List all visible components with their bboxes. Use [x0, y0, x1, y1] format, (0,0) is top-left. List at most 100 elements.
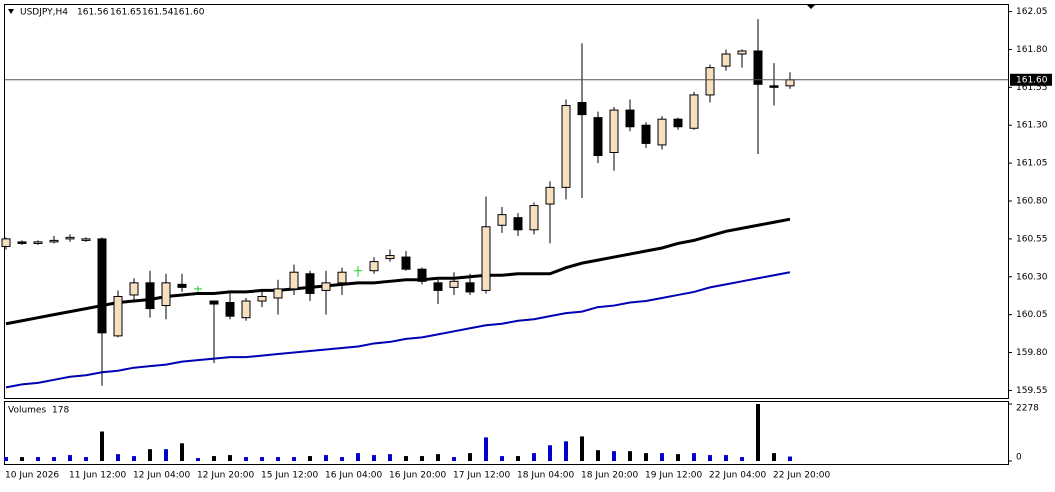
candle-body	[65, 236, 75, 240]
candle-body	[17, 241, 27, 244]
candle-body	[465, 282, 475, 293]
volume-bar	[100, 431, 104, 461]
x-tick-label: 17 Jun 12:00	[453, 471, 510, 481]
volume-bar	[36, 457, 40, 461]
candle-body	[241, 300, 251, 319]
x-tick-label: 15 Jun 12:00	[261, 471, 318, 481]
candle-body	[273, 288, 283, 299]
x-tick-label: 16 Jun 04:00	[325, 471, 382, 481]
volume-bar	[308, 456, 312, 461]
x-tick-label: 18 Jun 20:00	[581, 471, 638, 481]
candle-body	[369, 261, 379, 272]
y-tick-label: 162.05	[1016, 7, 1048, 17]
candle-body	[161, 282, 171, 307]
x-tick-label: 18 Jun 04:00	[517, 471, 574, 481]
y-tick-label: 160.05	[1016, 310, 1048, 320]
candle-body	[145, 282, 155, 310]
candle-body	[545, 186, 555, 205]
y-tick-label: 0	[1016, 453, 1022, 463]
candle-body	[673, 118, 683, 128]
candle-body	[625, 109, 635, 128]
menu-arrow[interactable]	[8, 9, 14, 14]
volume-bar	[20, 457, 24, 461]
candle-body	[289, 271, 299, 290]
volume-bar	[692, 453, 696, 461]
candle-body	[305, 273, 315, 294]
volume-bar	[404, 456, 408, 461]
volume-bar	[452, 457, 456, 461]
candle-body	[705, 67, 715, 96]
price-label: 161.60	[1016, 75, 1048, 85]
ohlc-high: 161.65	[110, 8, 142, 18]
candle-body	[577, 102, 587, 116]
candle-body	[81, 238, 91, 241]
shift-marker	[806, 4, 816, 9]
volume-bar	[788, 456, 792, 461]
volume-bar	[68, 455, 72, 461]
volume-bar	[388, 454, 392, 461]
y-tick-label: 160.80	[1016, 197, 1048, 207]
y-tick-label: 160.55	[1016, 234, 1048, 244]
volume-bar	[756, 404, 760, 461]
x-tick-label: 19 Jun 12:00	[645, 471, 702, 481]
candle-body	[385, 255, 395, 260]
x-tick-label: 12 Jun 20:00	[197, 471, 254, 481]
volume-bar	[212, 456, 216, 461]
volume-bar	[244, 457, 248, 461]
volume-bar	[324, 455, 328, 461]
candle-body	[513, 217, 523, 231]
volume-bar	[580, 436, 584, 461]
volume-bar	[276, 457, 280, 461]
price-label-box	[1010, 73, 1052, 86]
volume-bar	[4, 457, 8, 461]
volume-bar	[724, 455, 728, 461]
volume-bar	[660, 453, 664, 461]
y-tick-label: 159.80	[1016, 348, 1048, 358]
candle-body	[753, 50, 763, 85]
y-tick-label: 161.80	[1016, 45, 1048, 55]
y-tick-label: 160.30	[1016, 272, 1048, 282]
volume-bar	[164, 449, 168, 461]
volume-last: 178	[52, 406, 69, 416]
volume-bar	[196, 458, 200, 461]
volume-bar	[532, 453, 536, 461]
candle-body	[689, 94, 699, 129]
volume-bar	[596, 450, 600, 461]
volume-bar	[84, 457, 88, 461]
volume-bar	[516, 456, 520, 461]
candle-body	[785, 79, 795, 87]
x-tick-label: 22 Jun 20:00	[773, 471, 830, 481]
x-tick-label: 11 Jun 12:00	[69, 471, 126, 481]
candle-body	[97, 238, 107, 334]
candle-body	[433, 282, 443, 291]
candle-body	[529, 205, 539, 231]
candle-body	[225, 302, 235, 317]
candle-body	[641, 124, 651, 144]
volume-bar	[644, 453, 648, 461]
candle-body	[593, 117, 603, 157]
volume-bar	[676, 454, 680, 461]
x-tick-label: 10 Jun 2026	[5, 471, 59, 481]
volume-bar	[772, 453, 776, 461]
symbol-title: USDJPY,H4	[20, 8, 68, 18]
candle-body	[657, 118, 667, 146]
x-tick-label: 22 Jun 04:00	[709, 471, 766, 481]
y-tick-label: 161.55	[1016, 83, 1048, 93]
volume-bar	[468, 453, 472, 461]
volume-bar	[228, 455, 232, 461]
volume-bar	[548, 445, 552, 461]
candle-body	[737, 50, 747, 55]
candle-body	[1, 238, 11, 247]
candle-body	[49, 239, 59, 243]
volume-bar	[372, 455, 376, 461]
candle-body	[609, 109, 619, 154]
y-tick-label: 159.55	[1016, 386, 1048, 396]
y-tick-label: 161.30	[1016, 121, 1048, 131]
candle-body	[497, 214, 507, 226]
volume-bar	[708, 455, 712, 461]
candle-body	[257, 295, 267, 302]
volume-bar	[340, 457, 344, 461]
moving-average	[5, 217, 791, 326]
volume-bar	[628, 451, 632, 461]
